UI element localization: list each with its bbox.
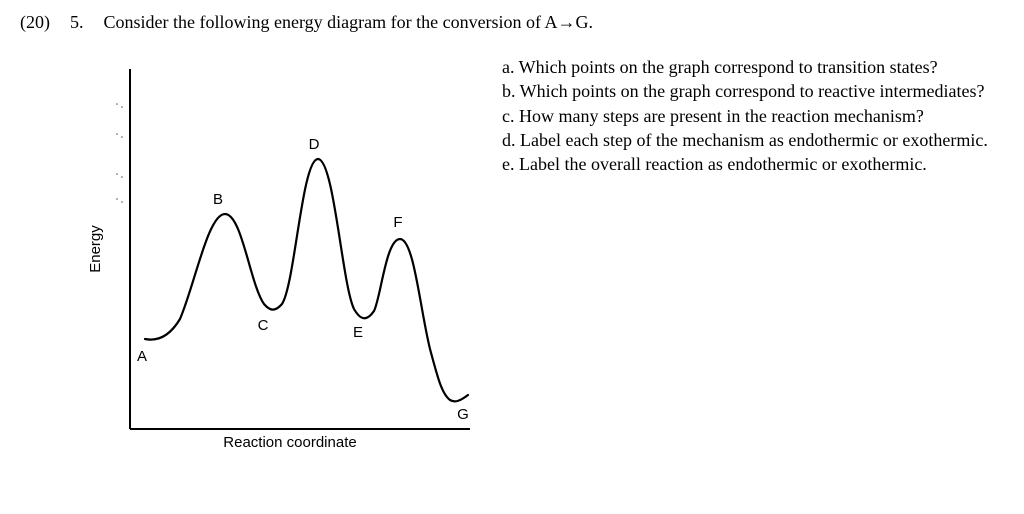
svg-text:E: E xyxy=(353,324,363,341)
subquestion-c: c. How many steps are present in the rea… xyxy=(502,104,988,128)
points-badge: (20) xyxy=(20,12,50,33)
svg-text:C: C xyxy=(258,317,269,334)
svg-text:B: B xyxy=(213,191,223,208)
svg-text:A: A xyxy=(137,348,147,365)
content-row: A B C D E F G Energy Reaction coordinate a. Whic… xyxy=(20,49,1004,449)
subquestion-a: a. Which points on the graph correspond … xyxy=(502,55,988,79)
subquestion-b: b. Which points on the graph correspond … xyxy=(502,79,988,103)
energy-diagram: A B C D E F G Energy Reaction coordinate xyxy=(70,49,470,449)
svg-text:Reaction coordinate: Reaction coordinate xyxy=(223,434,356,449)
subquestion-list: a. Which points on the graph correspond … xyxy=(502,49,988,176)
subquestion-e: e. Label the overall reaction as endothe… xyxy=(502,152,988,176)
svg-text:D: D xyxy=(309,136,320,153)
svg-text:G: G xyxy=(457,406,469,423)
subquestion-d: d. Label each step of the mechanism as e… xyxy=(502,128,988,152)
question-prompt: Consider the following energy diagram fo… xyxy=(104,12,594,33)
svg-text:Energy: Energy xyxy=(87,225,104,273)
question-number: 5. xyxy=(70,12,84,33)
question-header: (20) 5. Consider the following energy di… xyxy=(20,12,1004,33)
svg-text:F: F xyxy=(393,214,402,231)
